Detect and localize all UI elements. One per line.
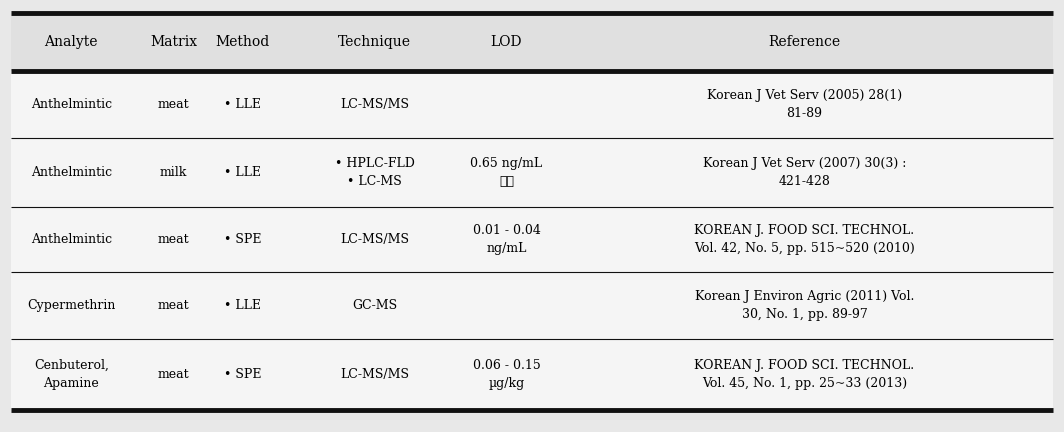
Text: GC-MS: GC-MS [352,299,397,312]
Text: 0.65 ng/mL
이하: 0.65 ng/mL 이하 [470,157,543,188]
Text: • LLE: • LLE [225,299,261,312]
Text: Korean J Environ Agric (2011) Vol.
30, No. 1, pp. 89-97: Korean J Environ Agric (2011) Vol. 30, N… [695,290,914,321]
Text: Reference: Reference [768,35,841,49]
Text: • HPLC-FLD
• LC-MS: • HPLC-FLD • LC-MS [334,157,415,188]
Text: Korean J Vet Serv (2007) 30(3) :
421-428: Korean J Vet Serv (2007) 30(3) : 421-428 [702,157,907,188]
Text: Method: Method [216,35,269,49]
Text: KOREAN J. FOOD SCI. TECHNOL.
Vol. 45, No. 1, pp. 25~33 (2013): KOREAN J. FOOD SCI. TECHNOL. Vol. 45, No… [695,359,914,390]
Text: Korean J Vet Serv (2005) 28(1)
81-89: Korean J Vet Serv (2005) 28(1) 81-89 [706,89,902,120]
Text: • LLE: • LLE [225,98,261,111]
Bar [11,13,1053,71]
Text: • LLE: • LLE [225,166,261,179]
Text: LC-MS/MS: LC-MS/MS [340,98,409,111]
Text: • SPE: • SPE [223,233,262,246]
Text: Technique: Technique [338,35,411,49]
Text: KOREAN J. FOOD SCI. TECHNOL.
Vol. 42, No. 5, pp. 515~520 (2010): KOREAN J. FOOD SCI. TECHNOL. Vol. 42, No… [694,224,915,255]
Text: Anthelmintic: Anthelmintic [31,166,112,179]
Text: Matrix: Matrix [150,35,197,49]
Text: Cenbuterol,
Apamine: Cenbuterol, Apamine [34,359,109,390]
Text: Anthelmintic: Anthelmintic [31,98,112,111]
Text: meat: meat [157,299,189,312]
Text: • SPE: • SPE [223,368,262,381]
Text: meat: meat [157,233,189,246]
Text: meat: meat [157,98,189,111]
Text: meat: meat [157,368,189,381]
Text: 0.01 - 0.04
ng/mL: 0.01 - 0.04 ng/mL [472,224,541,255]
Text: Anthelmintic: Anthelmintic [31,233,112,246]
Text: 0.06 - 0.15
µg/kg: 0.06 - 0.15 µg/kg [472,359,541,390]
Text: Cypermethrin: Cypermethrin [27,299,116,312]
Text: milk: milk [160,166,187,179]
Text: LC-MS/MS: LC-MS/MS [340,368,409,381]
Text: Analyte: Analyte [45,35,98,49]
Text: LOD: LOD [491,35,522,49]
Text: LC-MS/MS: LC-MS/MS [340,233,409,246]
